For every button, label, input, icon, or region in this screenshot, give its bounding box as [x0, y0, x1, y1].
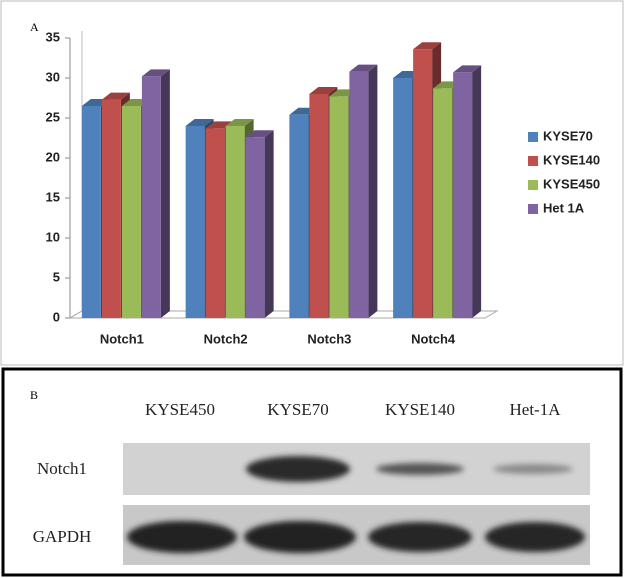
legend-label: Het 1A [543, 200, 585, 215]
blot-band [244, 521, 356, 553]
column-label: KYSE140 [385, 400, 455, 419]
bar [142, 76, 161, 318]
legend-label: KYSE70 [543, 128, 593, 143]
y-tick-label: 10 [46, 229, 60, 244]
y-tick-label: 30 [46, 69, 60, 84]
legend-swatch [528, 180, 538, 190]
bar [82, 106, 101, 318]
bar [289, 115, 308, 318]
blot-band [493, 464, 573, 474]
column-label: KYSE70 [267, 400, 328, 419]
column-label: KYSE450 [145, 400, 215, 419]
bar [122, 106, 141, 318]
bar [246, 137, 265, 318]
bar [433, 88, 452, 318]
legend-swatch [528, 156, 538, 166]
bar [206, 128, 225, 318]
blot-band [246, 456, 350, 482]
bar [329, 96, 348, 318]
y-tick-label: 0 [53, 309, 60, 324]
bar [186, 126, 205, 318]
bar [226, 126, 245, 318]
x-tick-label: Notch1 [100, 331, 144, 346]
y-tick-label: 15 [46, 189, 60, 204]
x-tick-label: Notch2 [204, 331, 248, 346]
bar [453, 72, 472, 318]
x-tick-label: Notch4 [411, 331, 456, 346]
bar [102, 100, 121, 318]
legend-label: KYSE450 [543, 176, 600, 191]
blot-band [485, 522, 585, 552]
legend-swatch [528, 204, 538, 214]
y-tick-label: 5 [53, 269, 60, 284]
panel-label: B [30, 388, 38, 402]
row-label: GAPDH [33, 527, 92, 546]
y-tick-label: 25 [46, 109, 60, 124]
bar-side [161, 69, 170, 318]
figure: A 0 5 10 15 20 25 30 35 Notch1 Notch2 Notch3 Notch4… [0, 0, 625, 578]
blot-band [368, 522, 472, 552]
x-tick-label: Notch3 [307, 331, 351, 346]
bar-side [368, 65, 377, 318]
column-label: Het-1A [510, 400, 562, 419]
legend-swatch [528, 132, 538, 142]
blot-band [127, 521, 237, 553]
bar [349, 72, 368, 318]
bar [309, 94, 328, 318]
y-tick-label: 20 [46, 149, 60, 164]
bar-side [472, 65, 481, 318]
panel-label: A [30, 20, 39, 34]
bar [393, 78, 412, 318]
bar [413, 49, 432, 318]
row-label: Notch1 [37, 459, 87, 478]
legend-label: KYSE140 [543, 152, 600, 167]
y-tick-label: 35 [46, 29, 60, 44]
blot-band [376, 463, 464, 475]
bar-side [265, 130, 274, 318]
